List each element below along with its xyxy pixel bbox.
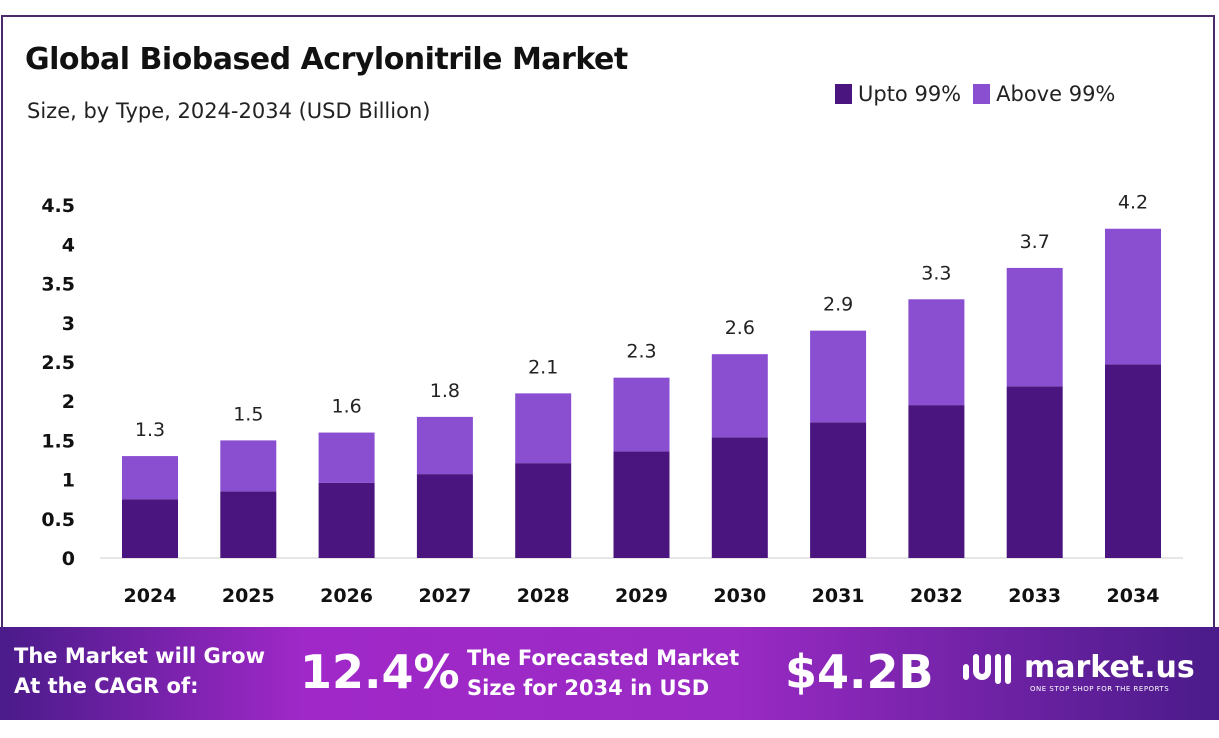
legend-label: Upto 99%: [858, 82, 962, 106]
bar-segment-above-99: [515, 393, 572, 464]
y-tick-label: 3.5: [41, 274, 75, 296]
bar-segment-upto-99: [122, 499, 178, 558]
x-tick-label: 2026: [320, 585, 373, 607]
total-data-label: 2.3: [626, 341, 656, 363]
total-data-label: 1.8: [430, 380, 460, 402]
y-tick-label: 1: [62, 470, 75, 492]
bar-segment-above-99: [810, 330, 867, 423]
chart-frame: [1, 15, 1215, 627]
x-tick-label: 2034: [1107, 585, 1160, 607]
bar-segment-above-99: [318, 432, 375, 483]
y-tick-label: 0.5: [41, 509, 75, 531]
bar-segment-above-99: [1006, 267, 1063, 387]
total-data-label: 2.6: [725, 317, 755, 339]
total-data-label: 4.2: [1118, 192, 1148, 214]
summary-banner: The Market will Grow At the CAGR of: 12.…: [0, 627, 1219, 720]
x-tick-label: 2033: [1008, 585, 1061, 607]
bar-segment-upto-99: [613, 451, 670, 558]
legend-swatch: [973, 84, 991, 104]
y-tick-label: 2.5: [41, 352, 75, 374]
bar-segment-above-99: [122, 456, 178, 500]
y-tick-label: 1.5: [41, 430, 75, 452]
forecast-label-line1: The Forecasted Market: [467, 646, 740, 670]
bar-segment-above-99: [1105, 228, 1161, 365]
x-tick-label: 2032: [910, 585, 963, 607]
x-tick-label: 2029: [615, 585, 668, 607]
x-tick-label: 2027: [418, 585, 471, 607]
bar-segment-above-99: [220, 440, 277, 492]
y-tick-label: 0: [62, 548, 75, 570]
bar-segment-above-99: [908, 299, 965, 406]
total-data-label: 1.6: [331, 396, 361, 418]
bar-segment-upto-99: [1105, 364, 1161, 558]
x-tick-label: 2025: [222, 585, 275, 607]
bar-segment-upto-99: [810, 422, 867, 558]
legend-item-above-99: Above 99%: [973, 82, 1115, 106]
cagr-label-line1: The Market will Grow: [14, 644, 265, 668]
market-us-logo: market.us ONE STOP SHOP FOR THE REPORTS: [960, 649, 1195, 693]
bar-segment-upto-99: [416, 474, 473, 558]
x-tick-label: 2028: [517, 585, 570, 607]
total-data-label: 3.3: [921, 262, 951, 284]
x-tick-label: 2031: [812, 585, 865, 607]
total-data-label: 2.9: [823, 294, 853, 316]
legend-item-upto-99: Upto 99%: [835, 82, 961, 106]
cagr-label-line2: At the CAGR of:: [14, 674, 199, 698]
x-tick-label: 2030: [713, 585, 766, 607]
forecast-value: $4.2B: [785, 645, 934, 699]
bar-segment-above-99: [613, 377, 670, 452]
bar-chart: 0 0.5 1 1.5 2 2.5 3 3.5 4 4.5 1.3 2024 1.5 2025 1.6 202…: [41, 192, 1183, 607]
cagr-value: 12.4%: [300, 645, 460, 699]
total-data-label: 2.1: [528, 356, 558, 378]
legend-swatch: [835, 84, 852, 104]
bar-segment-upto-99: [220, 491, 277, 558]
chart-subtitle: Size, by Type, 2024-2034 (USD Billion): [27, 99, 431, 123]
bar-segment-upto-99: [908, 405, 965, 558]
bar-segment-above-99: [416, 416, 473, 475]
y-tick-label: 2: [62, 391, 75, 413]
bar-segment-upto-99: [318, 482, 375, 558]
forecast-label-line2: Size for 2034 in USD: [467, 676, 710, 700]
y-tick-label: 4: [62, 234, 75, 256]
legend: Upto 99% Above 99%: [835, 82, 1115, 106]
x-tick-label: 2024: [124, 585, 177, 607]
bar-segment-upto-99: [515, 463, 572, 558]
y-tick-label: 3: [62, 313, 75, 335]
bar-segment-upto-99: [711, 437, 768, 558]
logo-text: market.us: [1024, 649, 1195, 685]
bar-segment-upto-99: [1006, 386, 1063, 558]
y-tick-label: 4.5: [41, 195, 75, 217]
legend-label: Above 99%: [996, 82, 1116, 106]
total-data-label: 1.3: [135, 419, 165, 441]
bar-segment-above-99: [711, 354, 768, 438]
total-data-label: 3.7: [1020, 231, 1050, 253]
logo-icon: [963, 654, 1011, 684]
logo-tagline: ONE STOP SHOP FOR THE REPORTS: [1030, 685, 1170, 693]
total-data-label: 1.5: [233, 403, 263, 425]
chart-title: Global Biobased Acrylonitrile Market: [25, 42, 628, 77]
